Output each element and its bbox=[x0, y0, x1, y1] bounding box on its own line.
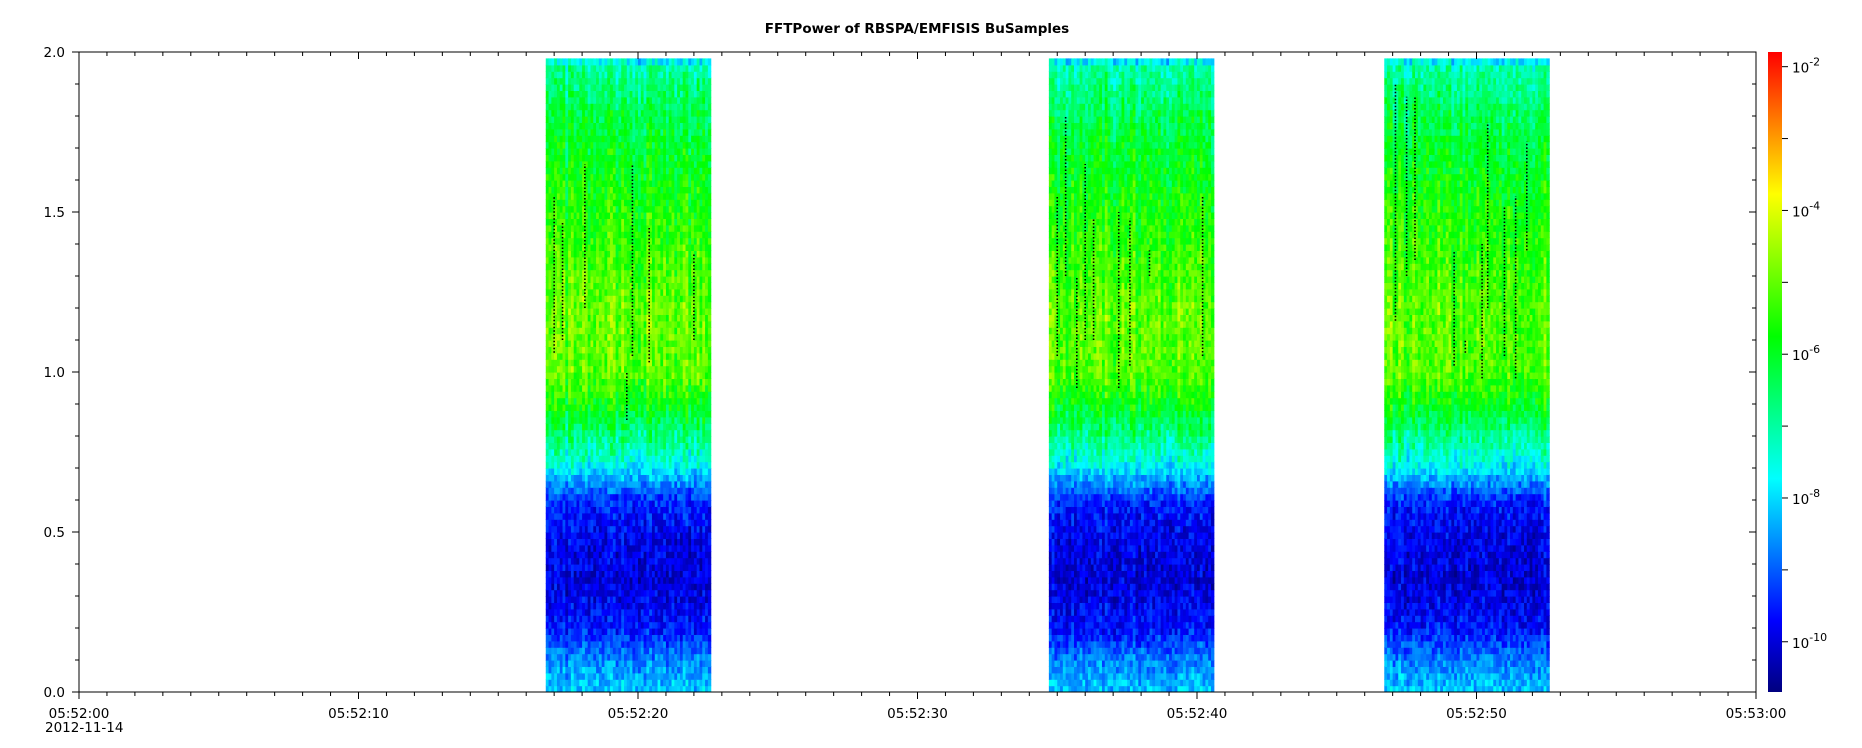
spectrogram-segment bbox=[546, 58, 712, 692]
spectrogram-chart: FFTPower of RBSPA/EMFISIS BuSamples 05:5… bbox=[0, 0, 1862, 748]
spectrogram-heatmap bbox=[546, 58, 1550, 692]
chart-title: FFTPower of RBSPA/EMFISIS BuSamples bbox=[765, 21, 1069, 37]
